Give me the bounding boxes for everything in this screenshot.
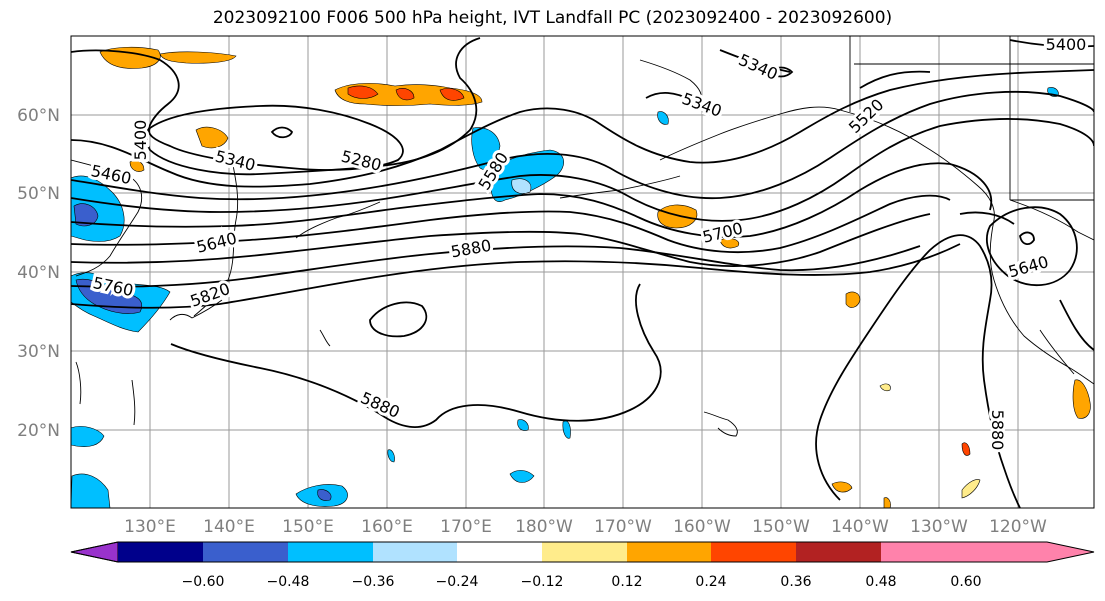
lat-label: 20°N xyxy=(17,421,60,441)
colorbar-left-extension xyxy=(70,541,119,563)
lon-label: 130°W xyxy=(910,517,968,537)
contour-label: 5400 xyxy=(131,120,150,161)
map-frame xyxy=(70,35,1095,509)
colorbar-tick-label: 0.48 xyxy=(865,574,896,590)
colorbar-tick-label: −0.48 xyxy=(267,574,310,590)
lat-label: 40°N xyxy=(17,263,60,283)
lon-label: 130°E xyxy=(124,517,176,537)
lon-label: 160°W xyxy=(673,517,731,537)
colorbar-segment xyxy=(118,542,203,562)
colorbar-tick-label: 0.36 xyxy=(780,574,811,590)
colorbar-tick-label: −0.60 xyxy=(182,574,225,590)
colorbar-tick-label: −0.24 xyxy=(436,574,479,590)
lat-label: 50°N xyxy=(17,184,60,204)
colorbar-segment xyxy=(203,542,288,562)
colorbar-segment xyxy=(457,542,542,562)
contour-label: 5400 xyxy=(1046,35,1087,54)
ivt-positive-shading xyxy=(99,46,1091,508)
lat-label: 60°N xyxy=(17,106,60,126)
lon-label: 170°W xyxy=(594,517,652,537)
coastlines xyxy=(71,36,1094,437)
lon-label: 150°E xyxy=(282,517,334,537)
colorbar-tick-label: 0.60 xyxy=(950,574,981,590)
colorbar-tick-label: 0.24 xyxy=(695,574,726,590)
lon-label: 170°E xyxy=(440,517,492,537)
latitude-labels: 60°N 50°N 40°N 30°N 20°N xyxy=(17,106,60,441)
lon-label: 140°W xyxy=(831,517,889,537)
colorbar-tick-labels: −0.60 −0.48 −0.36 −0.24 −0.12 0.12 0.24 … xyxy=(182,574,982,590)
colorbar-tick-label: −0.12 xyxy=(521,574,564,590)
lon-label: 140°E xyxy=(203,517,255,537)
colorbar-segment xyxy=(373,542,457,562)
lat-label: 30°N xyxy=(17,342,60,362)
lon-label: 120°W xyxy=(989,517,1047,537)
colorbar: −0.60 −0.48 −0.36 −0.24 −0.12 0.12 0.24 … xyxy=(70,541,1095,590)
colorbar-outline xyxy=(70,541,1095,563)
longitude-labels: 130°E 140°E 150°E 160°E 170°E 180°W 170°… xyxy=(124,517,1047,537)
colorbar-segment xyxy=(542,542,627,562)
colorbar-segment xyxy=(288,542,373,562)
lon-label: 180°W xyxy=(515,517,573,537)
lon-label: 150°W xyxy=(752,517,810,537)
colorbar-tick-label: 0.12 xyxy=(611,574,642,590)
colorbar-segment xyxy=(796,542,881,562)
colorbar-segment xyxy=(627,542,711,562)
colorbar-segment xyxy=(881,542,966,562)
colorbar-tick-label: −0.36 xyxy=(352,574,395,590)
map-title: 2023092100 F006 500 hPa height, IVT Land… xyxy=(212,8,893,28)
contour-label: 5880 xyxy=(988,410,1007,451)
colorbar-right-extension xyxy=(966,542,1094,562)
colorbar-segment xyxy=(711,542,796,562)
lon-label: 160°E xyxy=(361,517,413,537)
height-contours xyxy=(71,37,1094,508)
